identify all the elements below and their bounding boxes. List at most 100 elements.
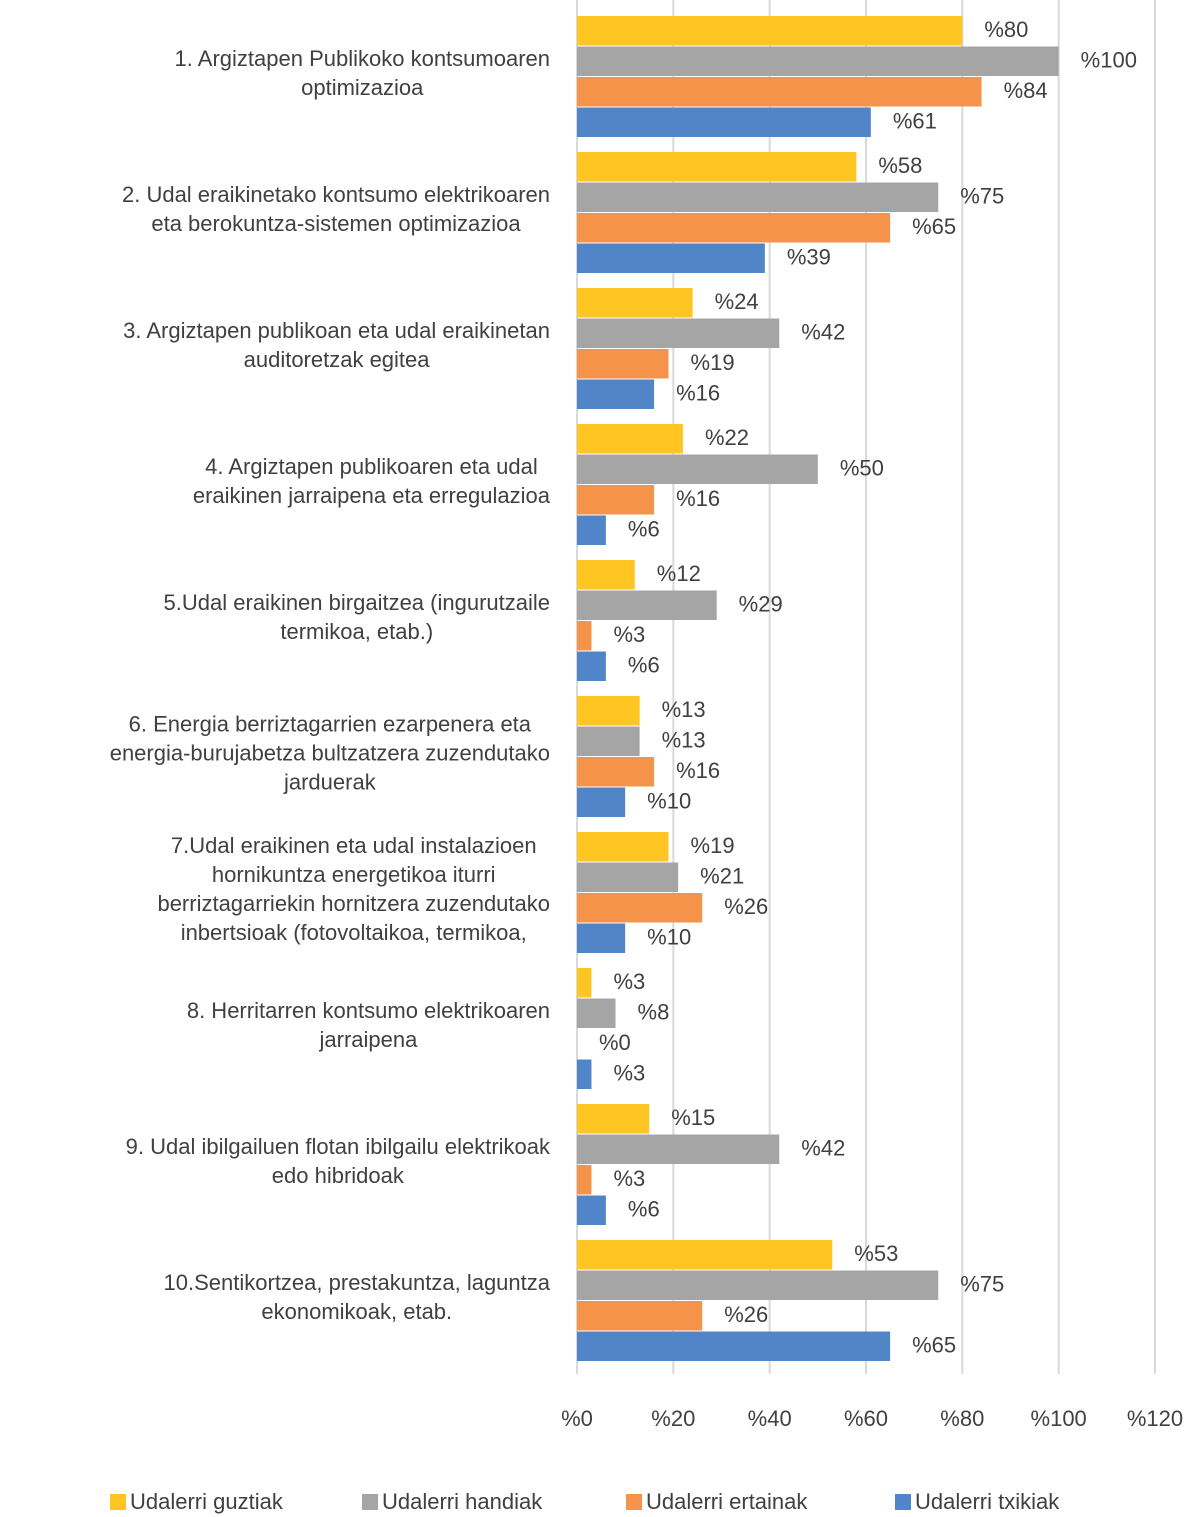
category-label: 8. Herritarren kontsumo elektrikoaren ja… xyxy=(186,998,550,1052)
category-label: 4. Argiztapen publikoaren eta udal eraik… xyxy=(192,454,550,508)
bar xyxy=(577,726,640,756)
bar xyxy=(577,1104,650,1134)
x-tick-label: %120 xyxy=(1127,1406,1183,1431)
bar xyxy=(577,696,640,726)
bar xyxy=(577,16,963,46)
bar xyxy=(577,1195,606,1225)
bar xyxy=(577,1270,939,1300)
value-label: %19 xyxy=(691,350,735,375)
value-label: %26 xyxy=(724,894,768,919)
value-label: %6 xyxy=(628,517,660,542)
value-label: %8 xyxy=(638,1000,670,1025)
bar xyxy=(577,152,857,182)
x-tick-label: %60 xyxy=(844,1406,888,1431)
legend-label: Udalerri ertainak xyxy=(646,1489,808,1514)
bar xyxy=(577,998,616,1028)
bar xyxy=(577,787,626,817)
value-label: %6 xyxy=(628,1197,660,1222)
value-label: %65 xyxy=(912,214,956,239)
legend-label: Udalerri handiak xyxy=(382,1489,543,1514)
bar xyxy=(577,515,606,545)
value-label: %10 xyxy=(647,925,691,950)
legend-swatch xyxy=(362,1494,378,1510)
value-label: %10 xyxy=(647,789,691,814)
bar xyxy=(577,349,669,379)
value-label: %80 xyxy=(984,17,1028,42)
value-label: %16 xyxy=(676,758,720,783)
category-label: 5.Udal eraikinen birgaitzea (ingurutzail… xyxy=(163,590,550,644)
legend-swatch xyxy=(895,1494,911,1510)
category-label: 2. Udal eraikinetako kontsumo elektrikoa… xyxy=(121,182,550,236)
legend-label: Udalerri txikiak xyxy=(915,1489,1060,1514)
category-label: 9. Udal ibilgailuen flotan ibilgailu ele… xyxy=(125,1134,550,1188)
value-label: %16 xyxy=(676,486,720,511)
value-label: %50 xyxy=(840,456,884,481)
bar xyxy=(577,424,683,454)
value-label: %61 xyxy=(893,109,937,134)
value-label: %12 xyxy=(657,561,701,586)
x-tick-label: %40 xyxy=(748,1406,792,1431)
bar xyxy=(577,213,891,243)
value-label: %29 xyxy=(739,592,783,617)
bar xyxy=(577,243,765,273)
x-tick-label: %100 xyxy=(1031,1406,1087,1431)
bar xyxy=(577,318,780,348)
value-label: %21 xyxy=(700,864,744,889)
bar xyxy=(577,862,679,892)
bar xyxy=(577,757,655,787)
bar xyxy=(577,379,655,409)
category-label: 3. Argiztapen publikoan eta udal eraikin… xyxy=(123,318,550,372)
value-label: %42 xyxy=(801,1136,845,1161)
value-label: %3 xyxy=(613,969,645,994)
value-label: %13 xyxy=(662,728,706,753)
value-label: %26 xyxy=(724,1302,768,1327)
value-label: %39 xyxy=(787,245,831,270)
bar xyxy=(577,77,982,107)
value-label: %75 xyxy=(960,184,1004,209)
bar xyxy=(577,107,871,137)
value-label: %3 xyxy=(613,1166,645,1191)
x-tick-label: %0 xyxy=(561,1406,593,1431)
value-label: %24 xyxy=(715,289,759,314)
category-label: 7.Udal eraikinen eta udal instalazioen h… xyxy=(157,833,550,945)
value-label: %3 xyxy=(613,1061,645,1086)
value-label: %84 xyxy=(1004,78,1048,103)
x-tick-label: %20 xyxy=(651,1406,695,1431)
value-label: %19 xyxy=(691,833,735,858)
value-label: %42 xyxy=(801,320,845,345)
value-label: %75 xyxy=(960,1272,1004,1297)
bar xyxy=(577,1059,592,1089)
value-label: %100 xyxy=(1081,48,1137,73)
bar xyxy=(577,46,1059,76)
category-label: 6. Energia berriztagarrien ezarpenera et… xyxy=(109,711,550,795)
legend-swatch xyxy=(110,1494,126,1510)
value-label: %65 xyxy=(912,1333,956,1358)
category-label: 10.Sentikortzea, prestakuntza, laguntza … xyxy=(163,1270,550,1324)
value-label: %53 xyxy=(854,1241,898,1266)
legend-label: Udalerri guztiak xyxy=(130,1489,284,1514)
bar xyxy=(577,1165,592,1195)
bar xyxy=(577,1134,780,1164)
bar xyxy=(577,560,635,590)
bar xyxy=(577,923,626,953)
bar xyxy=(577,968,592,998)
value-label: %58 xyxy=(878,153,922,178)
bar xyxy=(577,485,655,515)
bar xyxy=(577,621,592,651)
bar xyxy=(577,590,717,620)
value-label: %22 xyxy=(705,425,749,450)
bar xyxy=(577,893,703,923)
bar xyxy=(577,651,606,681)
bar xyxy=(577,182,939,212)
legend-swatch xyxy=(626,1494,642,1510)
value-label: %15 xyxy=(671,1105,715,1130)
bar xyxy=(577,1331,891,1361)
bar xyxy=(577,288,693,318)
bar xyxy=(577,1301,703,1331)
category-label: 1. Argiztapen Publikoko kontsumoaren opt… xyxy=(174,46,550,100)
value-label: %16 xyxy=(676,381,720,406)
bar xyxy=(577,832,669,862)
x-tick-label: %80 xyxy=(940,1406,984,1431)
